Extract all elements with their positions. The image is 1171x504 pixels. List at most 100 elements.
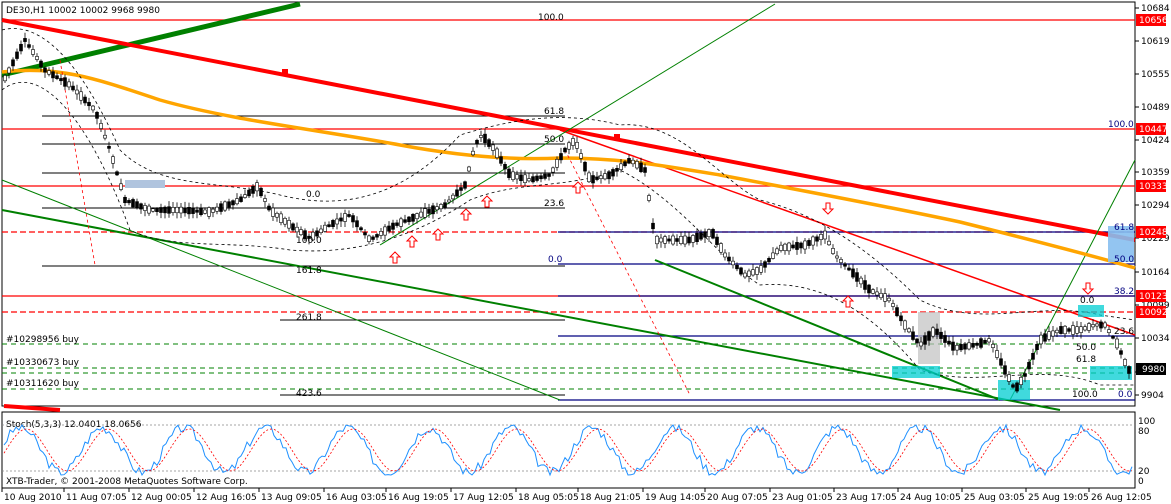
candle-body[interactable] [939, 331, 943, 339]
candle-body[interactable] [791, 244, 795, 249]
candle-body[interactable] [39, 60, 43, 68]
candle-body[interactable] [259, 187, 263, 197]
candle-body[interactable] [391, 222, 395, 230]
candle-body[interactable] [963, 343, 967, 350]
candle-body[interactable] [571, 138, 575, 146]
candle-body[interactable] [31, 49, 35, 55]
candle-body[interactable] [603, 173, 607, 180]
candle-body[interactable] [235, 198, 239, 205]
candle-body[interactable] [79, 91, 83, 101]
candle-body[interactable] [659, 237, 663, 243]
candle-body[interactable] [303, 230, 307, 240]
candle-body[interactable] [91, 105, 95, 111]
candle-body[interactable] [911, 331, 915, 340]
candle-body[interactable] [675, 238, 679, 242]
candle-body[interactable] [367, 235, 371, 242]
candle-body[interactable] [243, 194, 247, 198]
candle-body[interactable] [899, 315, 903, 322]
candle-body[interactable] [219, 203, 223, 212]
candle-body[interactable] [407, 216, 411, 223]
candle-body[interactable] [459, 187, 463, 191]
candle-body[interactable] [175, 206, 179, 214]
candle-body[interactable] [587, 172, 591, 183]
candle-body[interactable] [991, 343, 995, 349]
candle-body[interactable] [647, 195, 651, 201]
order-label[interactable]: #10298956 buy [6, 335, 80, 345]
candle-body[interactable] [359, 227, 363, 231]
candle-body[interactable] [1099, 321, 1103, 329]
candle-body[interactable] [819, 234, 823, 240]
candle-body[interactable] [1075, 326, 1079, 334]
candle-body[interactable] [215, 206, 219, 212]
candle-body[interactable] [387, 225, 391, 232]
candle-body[interactable] [859, 277, 863, 285]
candle-body[interactable] [7, 67, 11, 74]
candle-body[interactable] [1107, 329, 1111, 333]
candle-body[interactable] [511, 171, 515, 180]
candle-body[interactable] [187, 207, 191, 215]
candle-body[interactable] [847, 267, 851, 271]
candle-body[interactable] [539, 175, 543, 180]
candle-body[interactable] [159, 207, 163, 213]
candle-body[interactable] [987, 338, 991, 343]
candle-body[interactable] [275, 212, 279, 218]
candle-body[interactable] [363, 232, 367, 236]
candle-body[interactable] [67, 81, 71, 88]
candle-body[interactable] [1059, 326, 1063, 334]
candle-body[interactable] [115, 171, 119, 176]
candle-body[interactable] [495, 148, 499, 159]
candle-body[interactable] [375, 234, 379, 238]
candle-body[interactable] [651, 222, 655, 230]
candle-body[interactable] [179, 206, 183, 214]
candle-body[interactable] [903, 320, 907, 330]
candle-body[interactable] [771, 252, 775, 259]
candle-body[interactable] [295, 226, 299, 233]
candle-body[interactable] [1027, 362, 1031, 370]
candle-body[interactable] [979, 338, 983, 348]
order-label[interactable]: #10330673 buy [6, 358, 80, 368]
candle-body[interactable] [15, 51, 19, 59]
candle-body[interactable] [27, 44, 31, 48]
candle-body[interactable] [507, 168, 511, 178]
candle-body[interactable] [1039, 334, 1043, 345]
candle-body[interactable] [727, 256, 731, 262]
candle-body[interactable] [287, 220, 291, 229]
candle-body[interactable] [523, 174, 527, 183]
candle-body[interactable] [143, 205, 147, 211]
candle-body[interactable] [1071, 325, 1075, 335]
candle-body[interactable] [543, 173, 547, 179]
candle-body[interactable] [263, 198, 267, 202]
candle-body[interactable] [99, 123, 103, 129]
candle-body[interactable] [615, 168, 619, 172]
candle-body[interactable] [1031, 353, 1035, 360]
candle-body[interactable] [691, 235, 695, 243]
candle-body[interactable] [163, 206, 167, 214]
candle-body[interactable] [463, 181, 467, 189]
candle-body[interactable] [1063, 325, 1067, 335]
candle-body[interactable] [447, 199, 451, 203]
candle-body[interactable] [339, 217, 343, 222]
candle-body[interactable] [759, 265, 763, 273]
candle-body[interactable] [1019, 377, 1023, 385]
candle-body[interactable] [183, 207, 187, 214]
candle-body[interactable] [311, 231, 315, 241]
candle-body[interactable] [683, 235, 687, 245]
candle-body[interactable] [255, 182, 259, 192]
candle-body[interactable] [951, 341, 955, 351]
candle-body[interactable] [147, 205, 151, 214]
candle-body[interactable] [331, 220, 335, 227]
candle-body[interactable] [491, 144, 495, 151]
candle-body[interactable] [55, 75, 59, 79]
candle-body[interactable] [663, 236, 667, 244]
candle-body[interactable] [983, 339, 987, 344]
candle-body[interactable] [763, 261, 767, 268]
candle-body[interactable] [395, 222, 399, 226]
candle-body[interactable] [879, 292, 883, 299]
candle-body[interactable] [419, 211, 423, 218]
candle-body[interactable] [399, 218, 403, 227]
candle-body[interactable] [111, 156, 115, 164]
candle-body[interactable] [863, 280, 867, 290]
candle-body[interactable] [823, 230, 827, 240]
candle-body[interactable] [855, 272, 859, 282]
candle-body[interactable] [891, 303, 895, 307]
